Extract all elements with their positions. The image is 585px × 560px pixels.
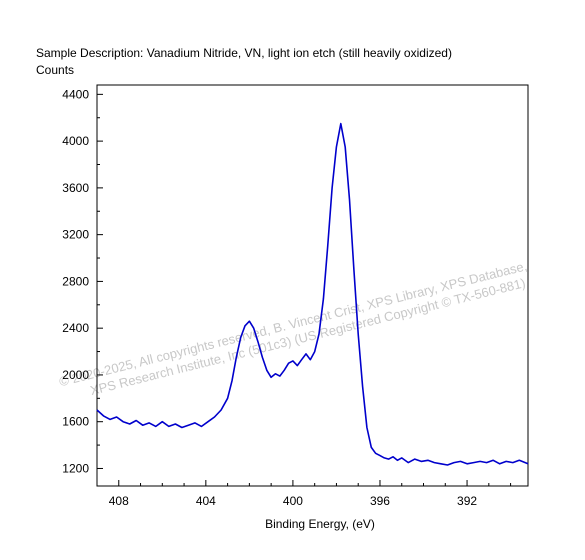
copyright-watermark: © 2020-2025, All copyrights reserved, B.…: [58, 258, 529, 398]
x-axis-ticks: 408 404 400 396 392: [96, 480, 512, 508]
y-tick-label: 2400: [62, 321, 89, 335]
y-axis-label: Counts: [36, 63, 75, 77]
y-tick-label: 2000: [62, 368, 89, 382]
y-tick-label: 1200: [62, 461, 89, 475]
y-tick-label: 3600: [62, 181, 89, 195]
watermark-line-1: © 2020-2025, All copyrights reserved, B.…: [58, 258, 529, 389]
chart-title: Sample Description: Vanadium Nitride, VN…: [36, 46, 452, 60]
spectrum-line: [96, 122, 529, 466]
watermark-line-2: XPS Research Institute, Inc (501c3) (US …: [89, 275, 527, 398]
y-tick-label: 3200: [62, 228, 89, 242]
x-tick-label: 392: [457, 494, 477, 508]
y-tick-label: 1600: [62, 415, 89, 429]
x-axis-label: Binding Energy, (eV): [265, 517, 375, 531]
x-tick-label: 404: [196, 494, 216, 508]
x-tick-label: 408: [109, 494, 129, 508]
y-axis-ticks: 1200 1600 2000 2400 2800 3200 3600 4000 4400: [62, 87, 103, 475]
y-tick-label: 4000: [62, 134, 89, 148]
y-tick-label: 4400: [62, 87, 89, 101]
x-tick-label: 400: [283, 494, 303, 508]
x-tick-label: 396: [370, 494, 390, 508]
y-tick-label: 2800: [62, 274, 89, 288]
plot-frame: [96, 84, 529, 487]
